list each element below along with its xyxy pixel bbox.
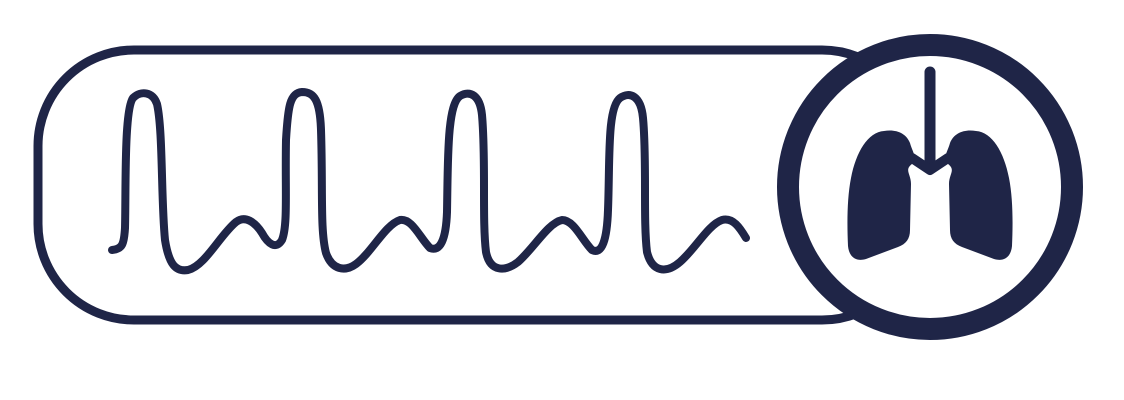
lungs-icon xyxy=(847,66,1013,260)
bronchi-shape xyxy=(907,153,953,175)
left-lung-shape xyxy=(847,130,915,260)
respiratory-waveform xyxy=(108,88,750,275)
right-lung-shape xyxy=(945,130,1013,260)
lungs-badge xyxy=(777,34,1083,340)
